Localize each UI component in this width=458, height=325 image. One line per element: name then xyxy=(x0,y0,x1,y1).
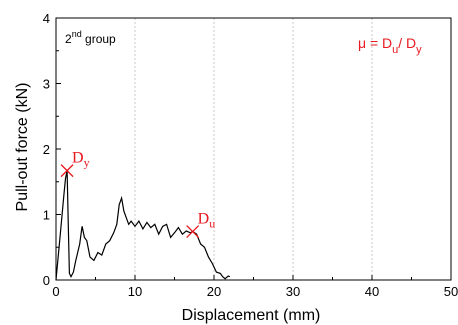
x-tick-label-20: 20 xyxy=(207,284,221,299)
x-tick-label-30: 30 xyxy=(286,284,300,299)
group-label-sup: nd xyxy=(72,29,82,39)
y-tick-label-1: 1 xyxy=(43,208,50,223)
series-line xyxy=(55,170,231,281)
y-axis-label: Pull-out force (kN) xyxy=(14,83,31,212)
x-axis-label: Displacement (mm) xyxy=(182,307,321,324)
mu-part: μ = D xyxy=(358,35,392,51)
group-label-text: group xyxy=(82,32,116,46)
grid-lines xyxy=(134,18,452,280)
group-label: 2nd group xyxy=(65,29,116,46)
mu-sub-u: u xyxy=(392,44,398,56)
x-tick-label-40: 40 xyxy=(365,284,379,299)
marker-Dy-label: Dy xyxy=(72,150,90,170)
marker-Dy-sub: y xyxy=(84,156,90,170)
group-label-number: 2 xyxy=(65,32,72,46)
x-tick-label-50: 50 xyxy=(444,284,458,299)
mu-sub-y: y xyxy=(416,44,422,56)
plot-frame xyxy=(55,17,452,281)
axis-ticks: 0 10 20 30 40 50 0 1 2 3 4 xyxy=(43,11,458,299)
x-tick-label-10: 10 xyxy=(128,284,142,299)
marker-Dy-cross-b xyxy=(60,164,74,178)
ductility-formula: μ = Du/ Dy xyxy=(358,35,422,56)
y-tick-label-3: 3 xyxy=(43,77,50,92)
marker-Du-label: Du xyxy=(198,211,216,231)
marker-Du-cross-b xyxy=(186,225,200,238)
y-tick-label-2: 2 xyxy=(43,142,50,157)
mu-mid: / D xyxy=(398,35,416,51)
marker-Du-letter: D xyxy=(198,211,210,228)
y-tick-label-0: 0 xyxy=(43,273,50,288)
y-tick-label-4: 4 xyxy=(43,11,50,26)
marker-Dy-letter: D xyxy=(72,150,84,167)
marker-Du-sub: u xyxy=(209,217,215,231)
x-tick-label-0: 0 xyxy=(52,284,59,299)
